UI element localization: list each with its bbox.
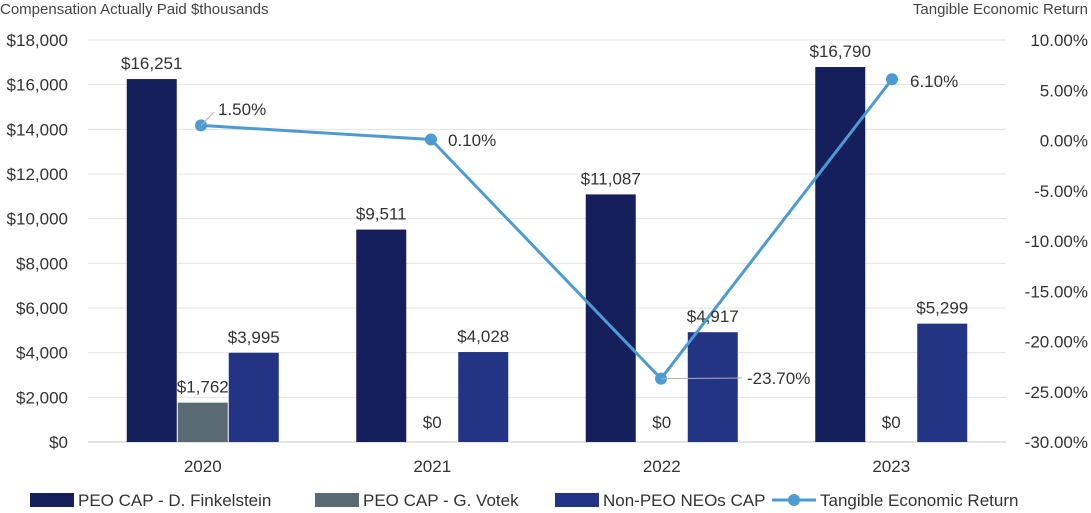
- bar-series: [126, 67, 968, 443]
- bar: [458, 352, 509, 442]
- y-left-tick-label: $14,000: [7, 120, 68, 139]
- y-right-tick-label: 10.00%: [1030, 31, 1088, 50]
- data-labels: $16,251 $9,511 $11,087 $16,790 $1,762 $0 $0 $0 $…: [121, 42, 968, 432]
- x-tick-label: 2023: [872, 457, 910, 476]
- bar-value-label: $1,762: [177, 378, 229, 397]
- bar: [917, 323, 968, 442]
- bar-value-label: $3,995: [228, 328, 280, 347]
- bar: [126, 79, 177, 442]
- bar-value-label: $9,511: [356, 205, 407, 224]
- y-right-tick-label: -25.00%: [1025, 383, 1088, 402]
- y-right-tick-label: -30.00%: [1025, 433, 1088, 452]
- y-left-tick-label: $0: [49, 433, 68, 452]
- legend-marker: [788, 494, 800, 506]
- bar-value-label: $4,917: [687, 307, 739, 326]
- y-right-tick-label: -10.00%: [1025, 232, 1088, 251]
- y-right-tick-label: 5.00%: [1040, 81, 1088, 100]
- leader-line: [660, 377, 743, 380]
- legend-swatch: [30, 493, 74, 507]
- bar-value-label: $0: [423, 413, 442, 432]
- bar: [815, 67, 866, 443]
- y-left-tick-label: $10,000: [7, 210, 68, 229]
- line-value-label: -23.70%: [747, 369, 810, 388]
- y-left-tick-label: $12,000: [7, 165, 68, 184]
- bar-value-label: $5,299: [916, 299, 968, 318]
- bar-value-label: $0: [652, 413, 671, 432]
- bar: [585, 194, 636, 442]
- line-value-label: 1.50%: [218, 100, 266, 119]
- bar-value-label: $4,028: [457, 327, 509, 346]
- line-value-label: 6.10%: [910, 72, 958, 91]
- line-point: [425, 133, 437, 146]
- bar: [177, 402, 228, 442]
- legend: PEO CAP - D. Finkelstein PEO CAP - G. Vot…: [30, 491, 1018, 510]
- bar-value-label: $11,087: [581, 169, 641, 188]
- x-tick-label: 2020: [184, 457, 222, 476]
- bar-value-label: $16,251: [121, 54, 182, 73]
- leader-line: [200, 111, 215, 126]
- y-left-tick-label: $18,000: [7, 31, 68, 50]
- right-axis-title: Tangible Economic Return: [913, 1, 1088, 18]
- y-right-tick-label: -15.00%: [1025, 282, 1088, 301]
- legend-label: PEO CAP - D. Finkelstein: [78, 491, 271, 510]
- line-path: [200, 78, 894, 381]
- bar-value-label: $0: [882, 413, 901, 432]
- y-left-tick-label: $16,000: [7, 76, 68, 95]
- y-left-tick-label: $8,000: [16, 254, 68, 273]
- legend-label: Non-PEO NEOs CAP: [603, 491, 766, 510]
- bar-value-label: $16,790: [810, 42, 871, 61]
- y-left-tick-label: $4,000: [16, 344, 68, 363]
- y-right-tick-label: -5.00%: [1034, 182, 1088, 201]
- legend-label: PEO CAP - G. Votek: [363, 491, 519, 510]
- x-tick-label: 2022: [643, 457, 681, 476]
- line-series: [195, 73, 898, 385]
- y-left-tick-label: $6,000: [16, 299, 68, 318]
- legend-swatch: [555, 493, 599, 507]
- y-right-tick-label: -20.00%: [1025, 333, 1088, 352]
- bar: [687, 332, 738, 442]
- axes: Compensation Actually Paid $thousands Ta…: [0, 1, 1088, 476]
- line-point: [886, 73, 898, 86]
- legend-label: Tangible Economic Return: [820, 491, 1018, 510]
- line-value-label: 0.10%: [448, 131, 496, 150]
- y-left-tick-label: $2,000: [16, 388, 68, 407]
- x-tick-label: 2021: [413, 457, 451, 476]
- bar: [228, 352, 279, 442]
- left-axis-title: Compensation Actually Paid $thousands: [0, 1, 269, 18]
- bar: [356, 229, 407, 442]
- y-right-tick-label: 0.00%: [1040, 132, 1088, 151]
- legend-swatch: [315, 493, 359, 507]
